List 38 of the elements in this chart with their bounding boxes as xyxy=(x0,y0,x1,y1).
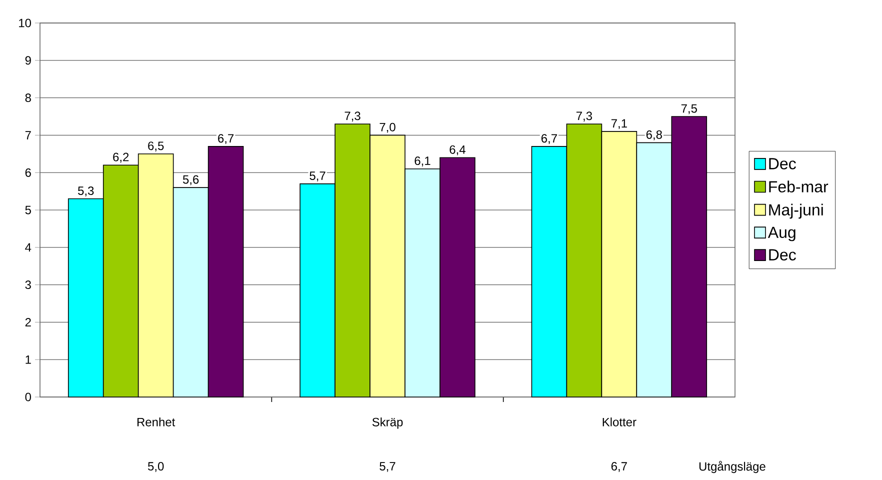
data-label: 6,5 xyxy=(148,142,164,152)
y-tick-label: 9 xyxy=(25,56,31,65)
data-label: 6,7 xyxy=(541,134,557,144)
data-label: 6,4 xyxy=(450,145,466,156)
data-label: 5,3 xyxy=(78,186,94,196)
text: 5,7 xyxy=(380,462,396,472)
y-tick-label: 3 xyxy=(25,280,31,290)
legend-label: Maj-juni xyxy=(769,204,823,219)
data-label: 5,6 xyxy=(182,175,199,186)
legend-label: Dec xyxy=(769,158,796,170)
data-label: 7,3 xyxy=(576,112,592,122)
data-label: 5,7 xyxy=(310,172,326,182)
data-label: 6,2 xyxy=(113,152,129,163)
data-label: 7,5 xyxy=(681,104,697,114)
data-label: 6,7 xyxy=(218,134,234,144)
y-tick-label: 2 xyxy=(25,318,31,326)
x-tick-label: Klotter xyxy=(602,418,636,426)
y-tick-label: 10 xyxy=(19,18,32,28)
y-tick-label: 8 xyxy=(25,94,31,102)
y-tick-label: 4 xyxy=(25,243,32,252)
data-label: 7,0 xyxy=(380,122,396,133)
data-label: 7,1 xyxy=(611,119,627,130)
y-tick-label: 6 xyxy=(25,168,31,177)
text: Utgångsläge xyxy=(699,460,766,474)
x-tick-label: Renhet xyxy=(137,418,176,426)
x-tick-label: Skräp xyxy=(372,418,403,429)
legend-label: Aug xyxy=(768,226,796,242)
text: 5,0 xyxy=(148,462,164,472)
data-label: 7,3 xyxy=(344,112,360,122)
y-tick-label: 7 xyxy=(25,131,31,140)
y-tick-label: 1 xyxy=(26,355,31,364)
y-tick-label: 5 xyxy=(25,206,31,214)
data-label: 6,8 xyxy=(646,130,662,140)
data-label: 6,1 xyxy=(414,156,430,166)
text: 6,7 xyxy=(611,462,627,472)
legend-label: Feb-mar xyxy=(769,180,828,192)
legend-label: Dec xyxy=(769,249,796,260)
y-tick-label: 0 xyxy=(25,392,32,402)
